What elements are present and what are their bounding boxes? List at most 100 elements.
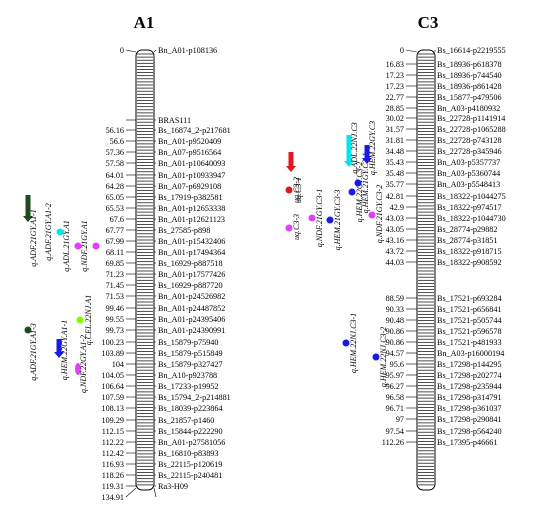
marker-name: Bs_18936-p618378 [437, 60, 502, 69]
marker-name: Bs_15844-p222290 [158, 427, 223, 436]
marker-name: Bs_18322-p1044730 [437, 214, 506, 223]
marker-name: Bn_A01-p9520409 [158, 137, 221, 146]
qtl-marker-ellipse [75, 363, 81, 375]
marker-position: 112.22 [102, 438, 124, 447]
qtl-label: q.ADL.22NJ.C3 [350, 122, 359, 173]
marker-position: 134.91 [101, 493, 124, 502]
marker-position: 90.33 [386, 305, 404, 314]
marker-position: 69.85 [106, 259, 124, 268]
marker-name: Bs_22115-p120619 [158, 460, 222, 469]
marker-name: Bn_A01-p10933947 [158, 171, 225, 180]
qtl-arrowhead [362, 158, 372, 164]
marker-name: Bs_17521-p693284 [437, 294, 502, 303]
qtl-arrowhead [286, 166, 296, 172]
marker-name: Bs_16874_2-p217681 [158, 126, 231, 135]
marker-position: 35.43 [386, 158, 404, 167]
qtl-label: q.HEM.22NJ.C3-2 [379, 327, 388, 387]
marker-position: 96.27 [386, 382, 404, 391]
marker-name: Bn_A03-p5548413 [437, 180, 500, 189]
marker-position: 16.83 [386, 60, 404, 69]
marker-name: Bs_16929-p887518 [158, 259, 223, 268]
marker-position: 119.31 [102, 482, 124, 491]
marker-position: 71.53 [106, 292, 124, 301]
marker-name: Bs_18322-p974517 [437, 203, 502, 212]
marker-name: Bs_17521-p596578 [437, 327, 502, 336]
marker-position: 0 [120, 46, 124, 55]
marker-name: Bs_15879-p515849 [158, 349, 223, 358]
marker-name: Ra3-H09 [158, 482, 188, 491]
qtl-marker-dot [56, 228, 64, 236]
qtl-label: q.HEM.22GY.C3 [368, 121, 377, 175]
marker-position: 42.81 [386, 192, 404, 201]
marker-name: Bs_27585-p898 [158, 226, 210, 235]
marker-position: 17.23 [386, 82, 404, 91]
qtl-label: q.ADF.21GY.A1-1 [29, 209, 38, 267]
qtl-label: q.ADF.21GY.A1-3 [29, 323, 38, 381]
marker-name: BRAS111 [158, 116, 191, 125]
marker-name: Bs_15877-p479506 [437, 93, 502, 102]
marker-name: Bn_A01-p24487852 [158, 304, 225, 313]
marker-name: Bs_18322-p908592 [437, 258, 502, 267]
marker-name: Bs_17298-p144295 [437, 360, 502, 369]
qtl-label: q.NDF.21GY.C3-2 [375, 185, 384, 243]
marker-position: 68.11 [106, 248, 124, 257]
marker-position: 104 [112, 360, 124, 369]
marker-position: 99.73 [106, 326, 124, 335]
marker-position: 35.77 [386, 180, 404, 189]
marker-name: Bs_15879-p327427 [158, 360, 223, 369]
marker-position: 96.71 [386, 404, 404, 413]
marker-position: 104.05 [101, 371, 124, 380]
marker-position: 96.58 [386, 393, 404, 402]
marker-position: 97 [396, 415, 404, 424]
marker-connector-right [153, 487, 157, 498]
qtl-label: q.NDF.21GY.A1 [80, 220, 89, 271]
qtl-label: q.HEM.21GY.C3-3 [333, 190, 342, 251]
qtl-marker-dot [92, 242, 100, 250]
qtl-label: q.CEL.22NJ.A1 [84, 295, 93, 345]
marker-name: Bs_22728-p1141914 [437, 114, 505, 123]
marker-name: Bs_15794_2-p214881 [158, 393, 231, 402]
marker-name: Bn_A01-p17577426 [158, 270, 225, 279]
marker-name: Bn_A01-p17494364 [158, 248, 225, 257]
qtl-label: q.ADF.21GY.A1-2 [44, 203, 53, 261]
marker-position: 95.6 [390, 360, 404, 369]
marker-position: 99.46 [106, 304, 124, 313]
qtl-label: q.HEM.21GY.C3-1 [361, 153, 370, 214]
qtl-interval-bar [288, 152, 294, 166]
qtl-marker-dot [372, 353, 380, 361]
marker-position: 22.77 [386, 93, 404, 102]
marker-name: Bn_A07-p9516564 [158, 148, 221, 157]
marker-position: 94.57 [386, 349, 404, 358]
marker-position: 112.42 [102, 449, 124, 458]
marker-position: 57.36 [106, 148, 124, 157]
marker-name: Bs_18322-p918715 [437, 247, 502, 256]
qtl-marker-dot [348, 188, 356, 196]
marker-position: 31.57 [386, 125, 404, 134]
qtl-interval-bar [346, 135, 352, 161]
qtl-marker-dot [368, 211, 376, 219]
marker-name: Bs_22728-p743128 [437, 136, 502, 145]
marker-name: Bs_17298-p290841 [437, 415, 502, 424]
marker-position: 30.02 [386, 114, 404, 123]
marker-connector-right [153, 49, 157, 53]
marker-name: Bs_17298-p564240 [437, 427, 502, 436]
marker-name: Bs_17298-p202774 [437, 371, 502, 380]
marker-position: 71.45 [106, 281, 124, 290]
marker-name: Bs_18322-p1044275 [437, 192, 506, 201]
linkage-group-c3: C3 0 Bs_16614-p2219555 16.83 Bs_18936-p61837… [285, 13, 506, 491]
marker-name: Bs_28774-p29882 [437, 225, 498, 234]
marker-name: Bs_17919-p382581 [158, 193, 223, 202]
marker-name: Bs_16929-p887720 [158, 281, 223, 290]
marker-position: 65.53 [106, 204, 124, 213]
marker-name: Bs_17521-p656841 [437, 305, 502, 314]
marker-name: Bs_22728-p1065288 [437, 125, 506, 134]
marker-name: Bn_A01-p108136 [158, 46, 217, 55]
marker-name: Bn_A01-p24526982 [158, 292, 225, 301]
marker-position: 103.89 [101, 349, 124, 358]
chromosome-bar [135, 49, 155, 491]
qtl-marker-dot [285, 224, 293, 232]
marker-position: 97.54 [386, 427, 404, 436]
marker-position: 95.97 [386, 371, 404, 380]
qtl-marker-dot [308, 214, 316, 222]
marker-name: Bs_17521-p481933 [437, 338, 502, 347]
